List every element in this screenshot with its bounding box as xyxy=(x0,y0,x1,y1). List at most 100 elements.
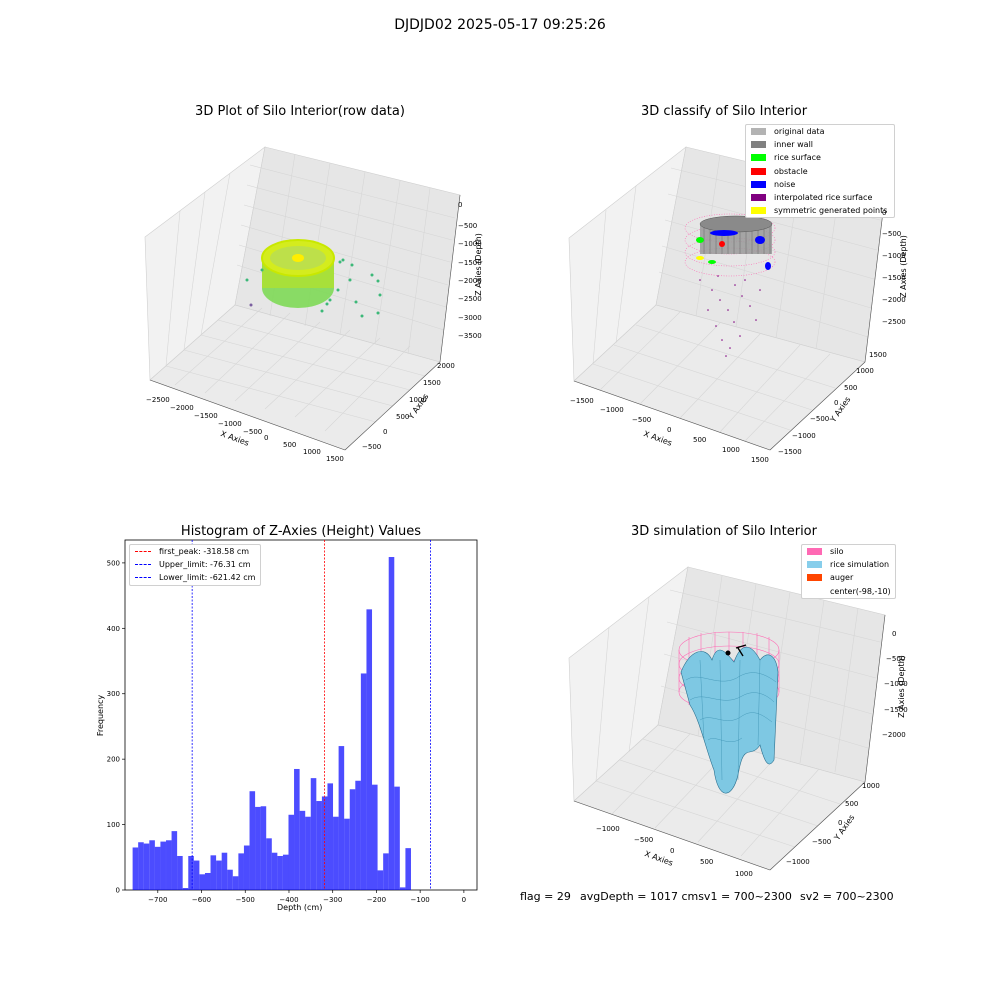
rice-simulation-mesh-lines xyxy=(685,659,777,781)
classify-z-tick: −2000 xyxy=(882,296,906,304)
simulation-legend-entry: auger xyxy=(802,571,895,584)
histogram-x-tick-label: −500 xyxy=(236,896,255,904)
classify-x-tick: 1500 xyxy=(751,456,769,464)
raw-y-tick: 1000 xyxy=(409,396,427,404)
legend-line-swatch xyxy=(135,551,151,553)
classify-y-tick: 1500 xyxy=(869,351,887,359)
histogram-bar xyxy=(372,784,378,890)
histogram-x-tick-label: −700 xyxy=(148,896,167,904)
histogram-title: Histogram of Z-Axies (Height) Values xyxy=(180,524,422,539)
legend-label: interpolated rice surface xyxy=(774,193,873,203)
raw-x-tick: 1500 xyxy=(326,455,344,463)
histogram-bar xyxy=(255,806,261,890)
raw-z-tick: −3000 xyxy=(458,314,482,322)
histogram-bar xyxy=(138,842,144,890)
legend-line-swatch xyxy=(135,564,151,566)
legend-swatch xyxy=(751,167,766,175)
histogram-legend-entry: Lower_limit: -621.42 cm xyxy=(130,571,260,584)
histogram-bar xyxy=(316,801,322,890)
histogram-legend: first_peak: -318.58 cm Upper_limit: -76.… xyxy=(129,544,261,586)
legend-swatch xyxy=(807,574,822,582)
simulation-legend-entry: silo xyxy=(802,545,895,558)
legend-swatch xyxy=(807,548,822,556)
histogram-bar xyxy=(188,855,194,890)
raw-y-tick: 1500 xyxy=(423,379,441,387)
simulation-x-tick: 500 xyxy=(700,858,714,866)
raw-x-tick: −500 xyxy=(243,428,263,436)
histogram-bar xyxy=(238,853,244,890)
histogram-bar xyxy=(383,853,389,890)
classify-legend-entry: original data xyxy=(746,125,894,138)
classify-legend-entry: symmetric generated points xyxy=(746,204,894,217)
histogram-x-tick-label: 0 xyxy=(462,896,466,904)
histogram-bar xyxy=(366,609,373,890)
raw-z-tick: −3500 xyxy=(458,332,482,340)
classify-y-tick: −1500 xyxy=(778,448,802,456)
raw-x-tick: −1000 xyxy=(218,420,242,428)
histogram-bar xyxy=(333,816,339,890)
histogram-bar xyxy=(210,855,217,890)
simulation-legend: silo rice simulation auger center(-98,-1… xyxy=(801,544,896,599)
histogram-bar xyxy=(305,816,311,890)
histogram-bar xyxy=(216,860,222,890)
classify-y-tick: 500 xyxy=(844,384,858,392)
simulation-z-tick: −500 xyxy=(886,655,906,663)
classify-y-tick: 0 xyxy=(834,399,839,407)
raw-plot-title: 3D Plot of Silo Interior(row data) xyxy=(195,104,405,119)
raw-x-tick: −1500 xyxy=(194,412,218,420)
classify-x-tick: −500 xyxy=(632,416,652,424)
histogram-y-tick-label: 300 xyxy=(107,690,120,698)
histogram-bar xyxy=(143,843,150,890)
rice-simulation-surface xyxy=(680,646,779,794)
legend-label: Upper_limit: -76.31 cm xyxy=(159,560,251,570)
classify-z-tick: 0 xyxy=(882,209,887,217)
histogram-bar xyxy=(321,796,328,890)
histogram-bar xyxy=(166,840,172,890)
figure-title: DJDJD02 2025-05-17 09:25:26 xyxy=(394,17,606,33)
histogram-y-tick-label: 200 xyxy=(107,756,120,764)
histogram-x-tick-label: −100 xyxy=(411,896,430,904)
classify-y-tick: −1000 xyxy=(792,432,816,440)
histogram-y-tick-label: 400 xyxy=(107,625,120,633)
histogram-y-tick-label: 500 xyxy=(107,559,120,567)
classify-x-tick: 500 xyxy=(693,436,707,444)
simulation-legend-entry: rice simulation xyxy=(802,558,895,571)
histogram-bar xyxy=(327,783,334,890)
histogram-bar xyxy=(204,872,211,890)
raw-z-tick: −500 xyxy=(458,222,478,230)
histogram-bar xyxy=(227,869,233,890)
raw-y-tick: 2000 xyxy=(437,362,455,370)
histogram-bar xyxy=(132,847,139,890)
histogram-bar xyxy=(310,778,317,890)
histogram-x-tick-label: −300 xyxy=(323,896,342,904)
classify-legend-entry: noise xyxy=(746,178,894,191)
classify-legend-entry: interpolated rice surface xyxy=(746,191,894,204)
classify-y-tick: −500 xyxy=(810,415,830,423)
histogram-bar xyxy=(394,786,400,890)
histogram-bar xyxy=(294,768,300,890)
histogram-bar xyxy=(344,818,350,890)
histogram-legend-entry: first_peak: -318.58 cm xyxy=(130,545,260,558)
classify-legend-entry: inner wall xyxy=(746,138,894,151)
raw-z-tick: 0 xyxy=(458,201,463,209)
simulation-x-tick: −500 xyxy=(634,836,654,844)
histogram-x-label: Depth (cm) xyxy=(277,903,323,912)
classify-plot-title: 3D classify of Silo Interior xyxy=(640,104,808,119)
raw-scatter-points xyxy=(245,258,382,318)
simulation-y-tick: 500 xyxy=(845,800,859,808)
histogram-bar xyxy=(399,887,406,890)
histogram-bar xyxy=(277,855,283,890)
histogram-bar xyxy=(193,860,200,890)
classify-silo-cloud xyxy=(684,213,776,277)
legend-label: silo xyxy=(830,547,844,557)
simulation-x-tick: 0 xyxy=(670,847,675,855)
histogram-bar xyxy=(154,846,161,890)
simulation-plot-title: 3D simulation of Silo Interior xyxy=(631,524,817,539)
legend-label: Lower_limit: -621.42 cm xyxy=(159,573,256,583)
legend-swatch xyxy=(751,207,766,215)
histogram-bar xyxy=(199,874,205,890)
histogram-legend-entry: Upper_limit: -76.31 cm xyxy=(130,558,260,571)
histogram-y-tick-label: 0 xyxy=(116,887,120,895)
